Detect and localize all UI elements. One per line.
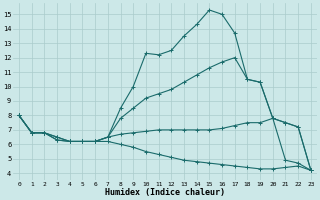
- X-axis label: Humidex (Indice chaleur): Humidex (Indice chaleur): [105, 188, 225, 197]
